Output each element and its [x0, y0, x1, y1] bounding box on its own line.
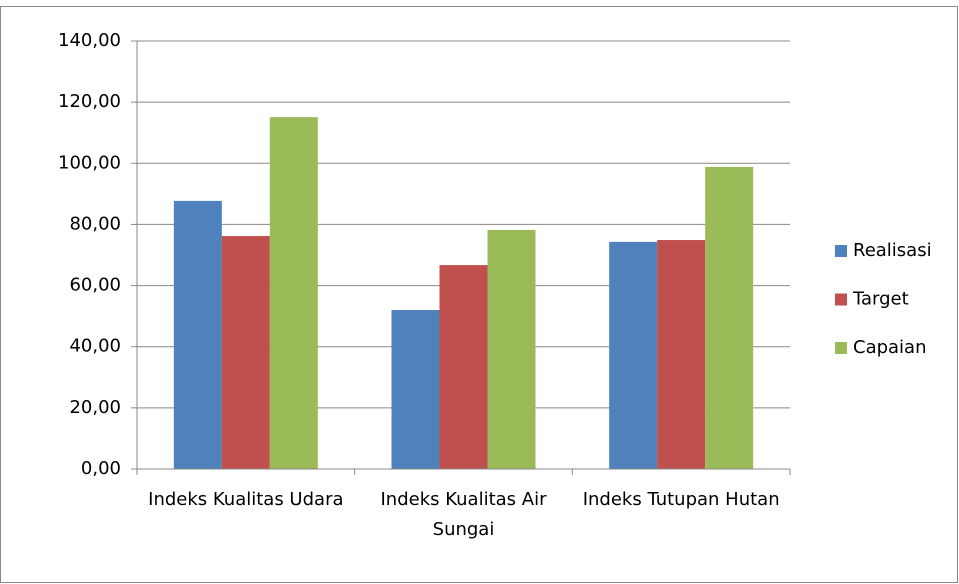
y-tick-label: 80,00 — [69, 213, 121, 234]
bar — [391, 310, 440, 469]
bar — [269, 117, 318, 469]
y-tick-label: 140,00 — [58, 30, 121, 51]
bar — [609, 241, 658, 469]
y-tick-label: 40,00 — [69, 336, 121, 357]
x-tick-label: Indeks Kualitas Udara — [148, 489, 344, 510]
bar — [705, 166, 754, 469]
bar — [221, 236, 270, 469]
legend-label: Capaian — [853, 337, 927, 358]
legend-swatch — [835, 293, 847, 306]
legend-label: Target — [852, 289, 909, 310]
x-tick-label: Indeks Tutupan Hutan — [582, 489, 780, 510]
y-tick-label: 60,00 — [69, 275, 121, 296]
legend-swatch — [835, 245, 847, 257]
y-tick-label: 100,00 — [58, 152, 121, 173]
bar — [173, 200, 222, 470]
x-tick-label: Indeks Kualitas Air Sungai — [380, 489, 547, 540]
y-tick-label: 120,00 — [58, 91, 121, 112]
legend-label: Realisasi — [853, 240, 932, 261]
y-tick-label: 20,00 — [69, 397, 121, 418]
bar — [439, 265, 488, 469]
y-tick-label: 0,00 — [81, 458, 121, 479]
legend-swatch — [835, 342, 847, 354]
bar — [487, 229, 536, 469]
bar — [657, 240, 706, 469]
